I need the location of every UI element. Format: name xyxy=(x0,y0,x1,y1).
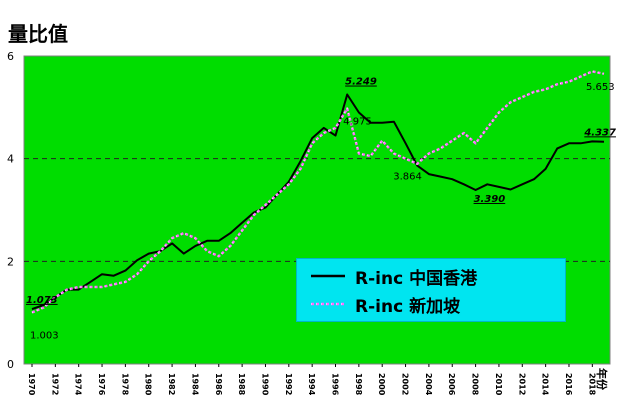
x-tick-label: 1986 xyxy=(214,373,223,396)
data-label: 4.337 xyxy=(583,127,616,138)
y-tick-label: 6 xyxy=(7,50,14,63)
data-label: 1.073 xyxy=(26,295,58,306)
x-tick-label: 1976 xyxy=(97,373,106,396)
x-axis-label: 年份 xyxy=(595,368,609,391)
x-tick-label: 2000 xyxy=(377,373,386,396)
data-labels: 1.073 1.003 5.249 4.975 3.864 3.390 4.337 5.653 xyxy=(26,77,616,342)
y-tick-label: 2 xyxy=(7,255,14,268)
x-tick-label: 1990 xyxy=(260,373,269,396)
data-label: 5.249 xyxy=(345,77,377,88)
x-tick-label: 1972 xyxy=(50,373,59,395)
x-tick-label: 1978 xyxy=(120,373,129,396)
x-tick-label: 2018 xyxy=(587,373,596,396)
x-tick-label: 2008 xyxy=(471,373,480,396)
data-label: 3.390 xyxy=(474,194,506,205)
x-tick-label: 2002 xyxy=(401,373,410,395)
data-label: 1.003 xyxy=(30,331,59,342)
legend-swatch-sg xyxy=(311,302,345,306)
legend-label-sg: R-inc 新加坡 xyxy=(355,296,461,317)
chart-title: 量比值 xyxy=(8,22,68,46)
x-tick-label: 1980 xyxy=(144,373,153,396)
x-tick-label: 2016 xyxy=(564,373,573,396)
x-tick-label: 1970 xyxy=(27,373,36,396)
data-label: 5.653 xyxy=(586,82,615,93)
x-tick-label: 1984 xyxy=(190,373,199,396)
y-tick-label: 4 xyxy=(7,153,14,166)
x-tick-label: 1996 xyxy=(331,373,340,396)
x-tick-label: 2010 xyxy=(494,373,503,396)
legend-label-hk: R-inc 中国香港 xyxy=(355,268,478,289)
series-lines xyxy=(31,70,605,314)
y-ticks: 0 2 4 6 xyxy=(7,50,14,371)
x-tick-label: 2004 xyxy=(424,373,433,396)
x-tick-label: 2006 xyxy=(447,373,456,396)
x-tick-label: 1992 xyxy=(284,373,293,395)
x-tick-label: 2014 xyxy=(541,373,550,396)
x-tick-label: 2012 xyxy=(517,373,526,395)
y-tick-label: 0 xyxy=(7,358,14,371)
series-line-hk xyxy=(31,93,605,311)
legend-item-sg: R-inc 新加坡 xyxy=(311,292,461,317)
x-tick-label: 1994 xyxy=(307,373,316,396)
legend: R-inc 中国香港 R-inc 新加坡 xyxy=(296,258,566,322)
legend-swatch-hk xyxy=(311,274,345,278)
data-label: 3.864 xyxy=(393,172,422,183)
x-ticks: 1970 1972 1974 1976 1978 1980 1982 1984 1986 1988… xyxy=(27,364,609,396)
x-tick-label: 1988 xyxy=(237,373,246,396)
x-tick-label: 1974 xyxy=(74,373,83,396)
x-tick-label: 1982 xyxy=(167,373,176,395)
series-line-sg xyxy=(31,70,605,314)
data-label: 4.975 xyxy=(343,117,372,128)
x-tick-label: 1998 xyxy=(354,373,363,396)
legend-item-hk: R-inc 中国香港 xyxy=(311,264,478,289)
